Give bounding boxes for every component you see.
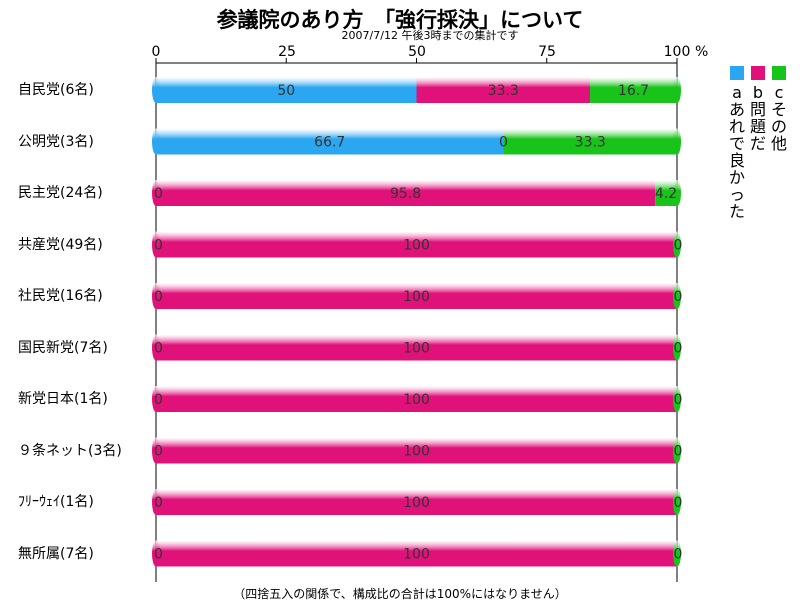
footnote: （四捨五入の関係で、構成比の合計は100%にはなりません） <box>233 587 567 601</box>
category-label: 民主党(24名) <box>18 185 103 201</box>
data-label: 0 <box>674 444 683 460</box>
data-label: 0 <box>154 392 163 408</box>
legend-swatch-b <box>751 66 765 80</box>
data-label: 100 <box>403 392 430 408</box>
data-label: 100 <box>403 495 430 511</box>
bar-segment-b <box>156 386 677 412</box>
legend-text: あれで良かった <box>729 100 746 221</box>
legend-swatch-a <box>730 66 744 80</box>
bar-cap-left <box>152 231 160 258</box>
bar-segment-b <box>416 77 590 103</box>
data-label: 100 <box>403 289 430 305</box>
bar-cap-left <box>152 180 160 206</box>
data-label: 33.3 <box>488 83 519 99</box>
x-tick-label: 0 <box>151 44 161 60</box>
bar-cap-right <box>673 180 681 206</box>
data-label: 100 <box>403 238 430 254</box>
bar-segment-b <box>156 283 677 309</box>
data-label: 0 <box>674 495 683 511</box>
bar-cap-right <box>673 334 681 361</box>
data-label: 0 <box>674 238 683 254</box>
data-label: 16.7 <box>618 83 649 99</box>
data-label: 0 <box>154 341 163 357</box>
data-label: 0 <box>154 238 163 254</box>
category-label: 無所属(7名) <box>18 546 94 562</box>
data-label: 0 <box>154 186 163 202</box>
category-label: 国民新党(7名) <box>18 340 108 356</box>
bar-segment-b <box>156 334 677 361</box>
data-label: 33.3 <box>575 135 606 151</box>
x-tick-label: 50 <box>408 44 426 60</box>
data-label: 0 <box>499 135 508 151</box>
data-label: 0 <box>674 392 683 408</box>
category-label: ﾌﾘｰｳｪｲ(1名) <box>18 494 94 510</box>
legend-text: 問題だ <box>750 100 767 153</box>
bar-segment-c <box>589 77 677 103</box>
category-label: ９条ネット(3名) <box>18 443 122 459</box>
bar-segment-b <box>156 231 677 258</box>
data-label: 50 <box>277 83 295 99</box>
bar-cap-left <box>152 283 160 309</box>
data-label: 95.8 <box>390 186 421 202</box>
data-label: 0 <box>674 547 683 563</box>
bar-cap-left <box>152 334 160 361</box>
chart-title: 参議院のあり方 「強行採決」について <box>216 8 584 32</box>
bar-cap-right <box>673 437 681 464</box>
x-tick-label: 75 <box>538 44 556 60</box>
bar-cap-right <box>673 231 681 258</box>
legend-entry-c: cその他 <box>771 84 787 152</box>
category-label: 共産党(49名) <box>18 237 103 253</box>
category-label: 新党日本(1名) <box>18 391 108 407</box>
bar-cap-left <box>152 540 160 567</box>
chart-subtitle: 2007/7/12 午後3時までの集計です <box>341 29 519 42</box>
category-label: 社民党(16名) <box>18 288 103 304</box>
category-label: 公明党(3名) <box>18 134 94 150</box>
data-label: 0 <box>674 289 683 305</box>
bar-segment-c <box>503 128 677 155</box>
bar-segment-a <box>156 77 417 103</box>
data-label: 4.2 <box>655 186 677 202</box>
bar-segment-b <box>156 489 677 515</box>
legend-text: その他 <box>771 100 788 153</box>
data-label: 100 <box>403 444 430 460</box>
bar-cap-right <box>673 540 681 567</box>
data-label: 0 <box>154 495 163 511</box>
data-label: 100 <box>403 547 430 563</box>
legend-swatch-c <box>772 66 786 80</box>
bar-cap-right <box>673 77 681 103</box>
bar-cap-right <box>673 489 681 515</box>
bar-cap-left <box>152 77 160 103</box>
bar-cap-left <box>152 128 160 155</box>
bar-cap-left <box>152 437 160 464</box>
data-label: 66.7 <box>314 135 345 151</box>
legend-letter: a <box>732 83 742 102</box>
bar-cap-right <box>673 128 681 155</box>
legend-letter: b <box>752 83 764 102</box>
category-label: 自民党(6名) <box>18 82 94 98</box>
data-label: 100 <box>403 341 430 357</box>
bar-segment-a <box>156 128 504 155</box>
bar-cap-right <box>673 386 681 412</box>
bar-segment-b <box>156 180 656 206</box>
bar-segment-b <box>156 540 677 567</box>
legend-entry-b: b問題だ <box>750 84 766 152</box>
bar-cap-right <box>673 283 681 309</box>
bar-segment-b <box>156 437 677 464</box>
data-label: 0 <box>154 547 163 563</box>
x-tick-label: 25 <box>278 44 296 60</box>
bar-cap-left <box>152 489 160 515</box>
data-label: 0 <box>154 444 163 460</box>
x-unit-label: % <box>695 44 709 60</box>
bar-cap-left <box>152 386 160 412</box>
legend-entry-a: aあれで良かった <box>729 84 745 220</box>
data-label: 0 <box>154 289 163 305</box>
legend-letter: c <box>774 83 784 102</box>
data-label: 0 <box>674 341 683 357</box>
x-tick-label: 100 <box>663 44 691 60</box>
bar-segment-c <box>655 180 677 206</box>
